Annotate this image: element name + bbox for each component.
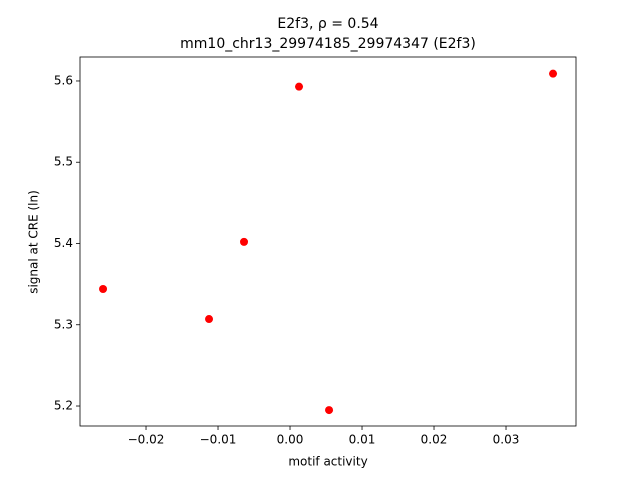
y-tick-label: 5.5 (54, 155, 73, 169)
y-tick-label: 5.6 (54, 73, 73, 87)
point (549, 69, 558, 78)
x-tick-label: −0.01 (200, 433, 237, 447)
y-axis-label: signal at CRE (ln) (27, 190, 41, 294)
chart-title: E2f3, ρ = 0.54 (277, 16, 378, 32)
y-tick-label: 5.4 (54, 236, 73, 250)
point (205, 315, 214, 324)
x-axis-label: motif activity (288, 455, 367, 469)
x-tick-label: 0.00 (277, 433, 304, 447)
y-tick-label: 5.2 (54, 399, 73, 413)
point (240, 237, 249, 246)
point (325, 406, 334, 415)
point (99, 284, 108, 293)
x-tick-label: 0.02 (421, 433, 448, 447)
x-tick-label: −0.02 (128, 433, 165, 447)
x-tick-label: 0.03 (493, 433, 520, 447)
chart-subtitle: mm10_chr13_29974185_29974347 (E2f3) (180, 36, 476, 52)
y-tick-label: 5.3 (54, 317, 73, 331)
plot-frame (79, 56, 577, 427)
point (295, 82, 304, 91)
x-tick-label: 0.01 (349, 433, 376, 447)
